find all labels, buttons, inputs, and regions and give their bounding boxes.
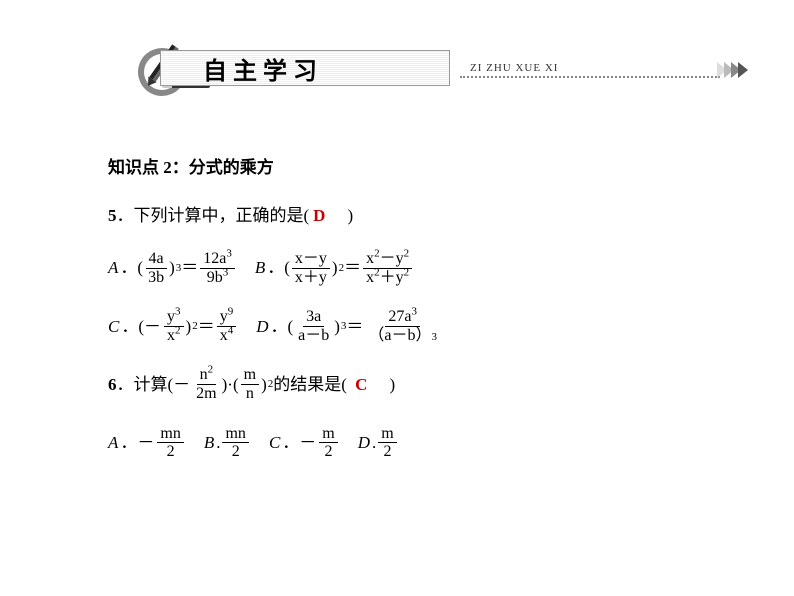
q5-d-frac2: 27a3 （a－b）3 xyxy=(365,308,440,344)
q6-close-paren: ) xyxy=(389,372,395,398)
section-title: 自主学习 xyxy=(203,51,323,86)
q5-answer: D xyxy=(313,203,325,229)
q5-options-row1: A．( 4a 3b )3 ＝ 12a3 9b3 B．( x－y x＋y )2 ＝… xyxy=(108,250,734,286)
q6-text-a: ．计算( xyxy=(117,372,174,398)
dotted-line xyxy=(460,76,720,78)
q6-d-frac: m 2 xyxy=(378,425,396,461)
q6-options: A． － mn 2 B. mn 2 C． － m 2 D. m 2 xyxy=(108,425,734,461)
q6-answer: C xyxy=(355,372,367,398)
q5-a-frac2: 12a3 9b3 xyxy=(200,250,235,286)
q5-close-paren: ) xyxy=(347,203,353,229)
q6-opt-c-label: C xyxy=(269,430,280,456)
q5-opt-a-label: A xyxy=(108,255,118,281)
content: 知识点 2：分式的乘方 5 ．下列计算中，正确的是( D ) A．( 4a 3b… xyxy=(108,155,734,483)
q6-number: 6 xyxy=(108,372,117,398)
q6-b-frac: mn 2 xyxy=(222,425,248,461)
q5-d-frac1: 3a a－b xyxy=(295,308,332,344)
q5-opt-c-label: C xyxy=(108,314,119,340)
q5-b-frac2: x2－y2 x2＋y2 xyxy=(363,250,412,286)
header: 自主学习 ZI ZHU XUE XI xyxy=(70,28,734,98)
q5-c-frac2: y9 x4 xyxy=(217,308,237,344)
question-5-stem: 5 ．下列计算中，正确的是( D ) xyxy=(108,203,734,229)
q6-c-frac: m 2 xyxy=(319,425,337,461)
question-6-stem: 6 ．计算( － n2 2m )·( m n )2 的结果是( C ) xyxy=(108,366,734,402)
q6-a-frac: mn 2 xyxy=(157,425,183,461)
q5-opt-b-label: B xyxy=(255,255,265,281)
q5-opt-d-label: D xyxy=(256,314,268,340)
q6-opt-d-label: D xyxy=(358,430,370,456)
knowledge-point-label: 知识点 2：分式的乘方 xyxy=(108,155,734,181)
q6-text-b: )·( xyxy=(222,372,239,398)
q6-frac1: n2 2m xyxy=(193,366,219,402)
q6-opt-b-label: B xyxy=(204,430,214,456)
q6-opt-a-label: A xyxy=(108,430,118,456)
q5-a-frac1: 4a 3b xyxy=(145,250,167,286)
q5-text: ．下列计算中，正确的是( xyxy=(117,203,310,229)
arrow-icon xyxy=(720,62,748,78)
q5-c-frac1: y3 x2 xyxy=(164,308,184,344)
section-pinyin: ZI ZHU XUE XI xyxy=(470,62,558,74)
title-bar: 自主学习 xyxy=(160,50,450,86)
q5-number: 5 xyxy=(108,203,117,229)
q6-text-c: 的结果是( xyxy=(273,372,347,398)
q5-b-frac1: x－y x＋y xyxy=(292,250,330,286)
q6-frac2: m n xyxy=(241,366,259,402)
q5-options-row2: C．( － y3 x2 )2 ＝ y9 x4 D．( 3a a－b )3 ＝ 2… xyxy=(108,308,734,344)
